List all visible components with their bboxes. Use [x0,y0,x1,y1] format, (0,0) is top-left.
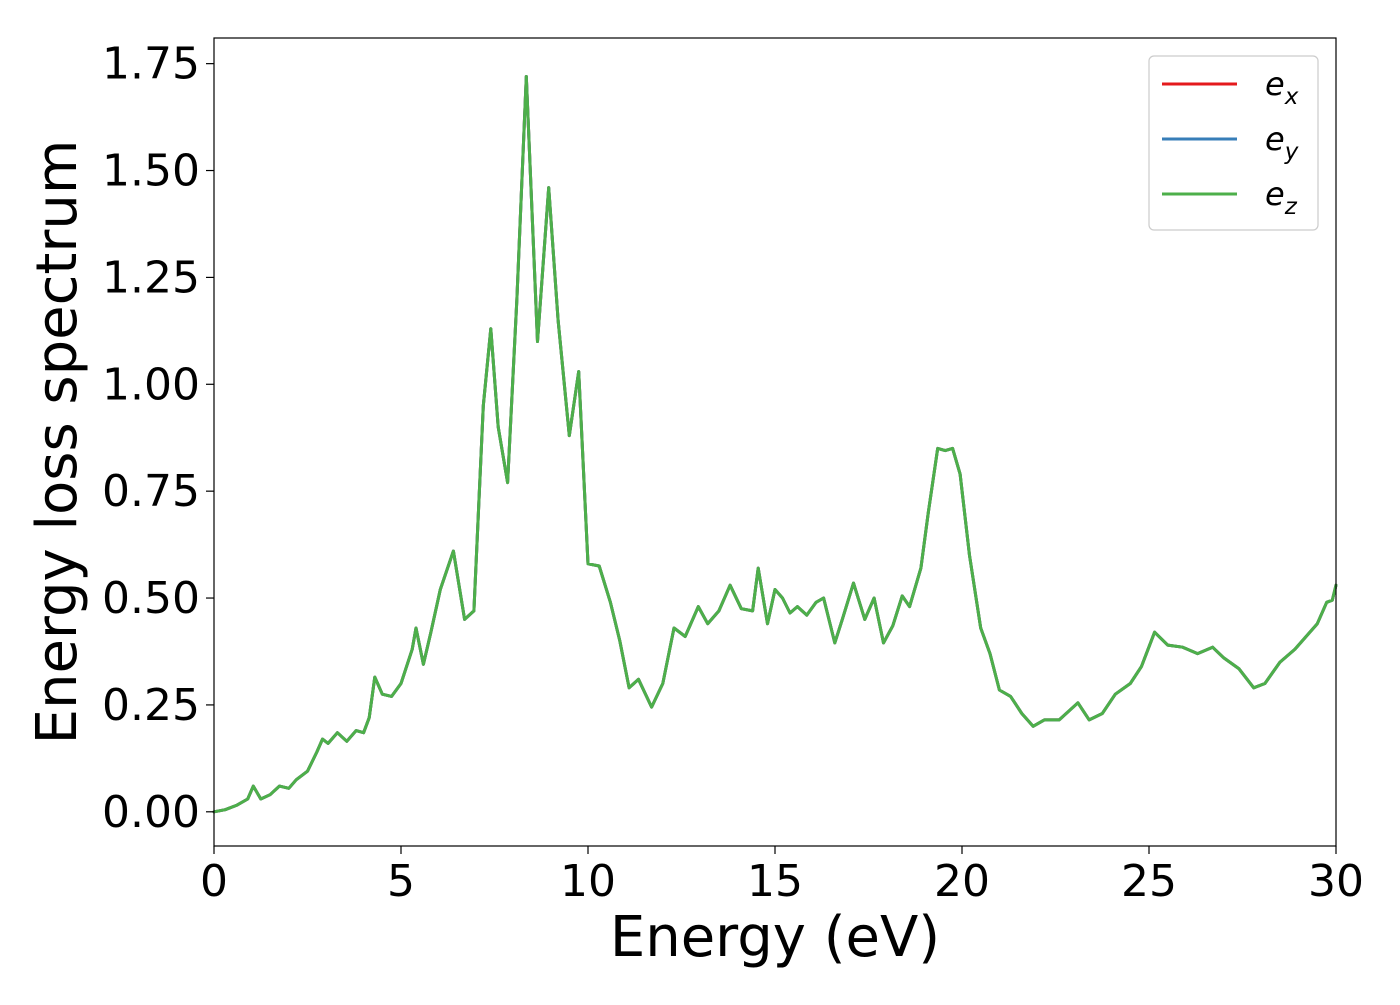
x-tick-label: 15 [747,856,803,907]
x-tick-label: 25 [1121,856,1177,907]
y-tick-label: 0.00 [102,787,200,838]
y-tick-label: 1.75 [102,39,200,90]
y-axis-ticks: 0.00 0.25 0.50 0.75 1.00 1.25 1.50 1.75 [102,39,214,838]
x-tick-label: 30 [1308,856,1364,907]
x-axis-ticks: 0 5 10 15 20 25 30 [200,846,1364,907]
y-axis-title: Energy loss spectrum [25,140,90,745]
legend-label-ey: ey [1265,120,1299,165]
legend: ex ey ez [1148,55,1319,231]
x-tick-label: 20 [934,856,990,907]
series-line-e-z [212,75,1338,814]
legend-label-ex: ex [1265,65,1299,110]
y-tick-label: 0.50 [102,573,200,624]
x-tick-label: 5 [387,856,415,907]
y-tick-label: 0.25 [102,680,200,731]
x-tick-label: 10 [560,856,616,907]
y-tick-label: 1.50 [102,146,200,197]
x-axis-title: Energy (eV) [610,905,940,970]
plot-frame [213,37,1337,847]
y-tick-label: 1.25 [102,252,200,303]
legend-box [1148,55,1319,231]
x-tick-label: 0 [200,856,228,907]
series-layer [212,75,1338,814]
legend-label-ez: ez [1265,175,1298,220]
y-tick-label: 1.00 [102,359,200,410]
y-tick-label: 0.75 [102,466,200,517]
